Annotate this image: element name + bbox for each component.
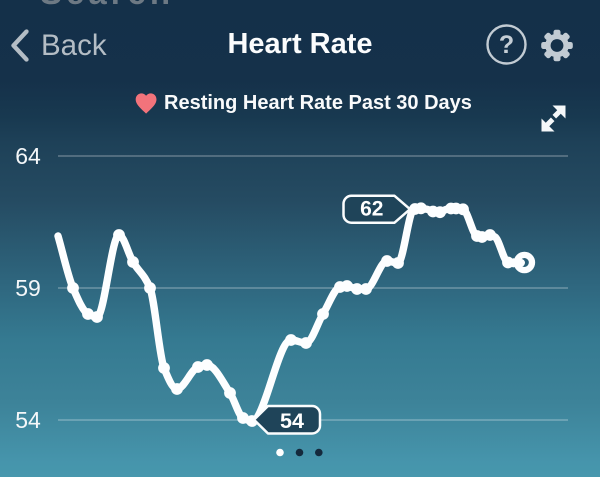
svg-text:54: 54	[280, 409, 304, 433]
svg-text:?: ?	[499, 31, 514, 59]
svg-text:64: 64	[15, 143, 41, 169]
svg-text:54: 54	[15, 407, 41, 433]
svg-text:62: 62	[360, 198, 383, 221]
svg-text:59: 59	[15, 275, 41, 301]
